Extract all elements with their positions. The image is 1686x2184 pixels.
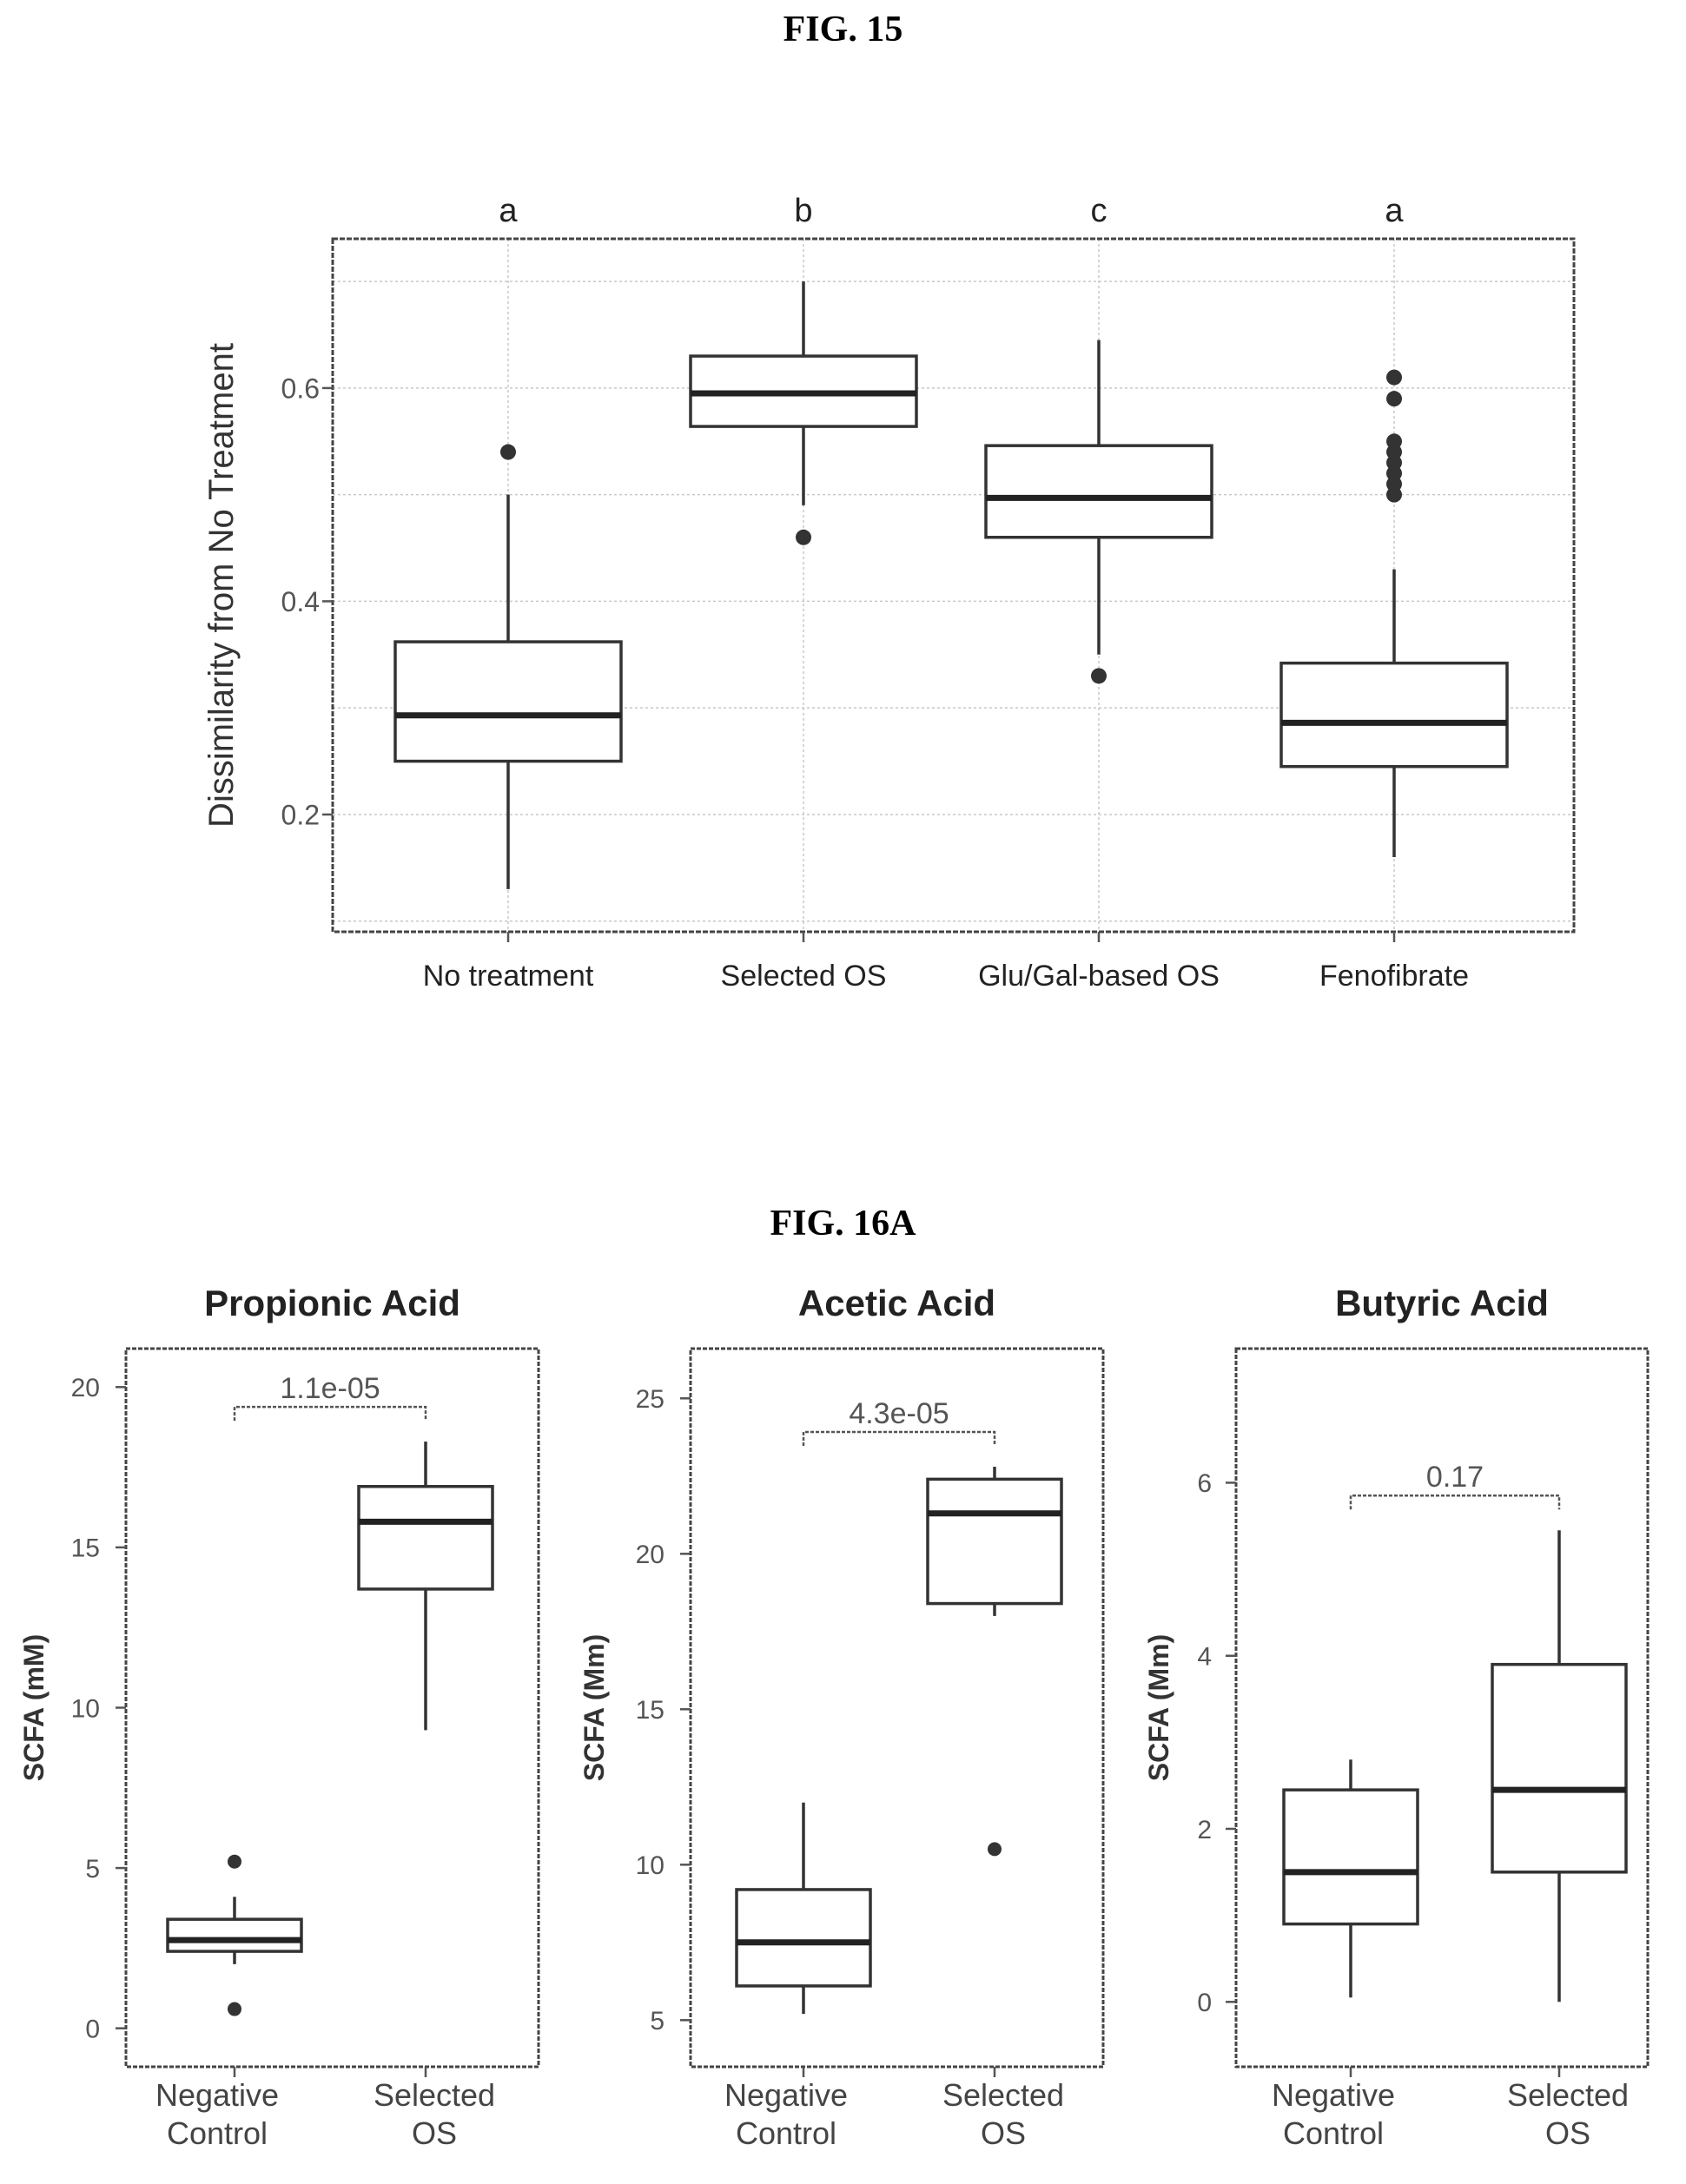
outlier-point: [988, 1842, 1002, 1857]
y-tick-label: 2: [1197, 1816, 1212, 1844]
significance-bracket: [233, 1405, 427, 1422]
y-axis-label: SCFA (Mm): [1143, 1634, 1174, 1781]
y-tick-label: 0.2: [281, 799, 320, 830]
figure-16a-title: FIG. 16A: [770, 1204, 916, 1244]
chart-1: 0.2 0.4 0.6 Dissimilarity from No Treatment…: [202, 193, 1576, 993]
box: [1282, 1788, 1419, 1926]
y-axis-label: SCFA (Mm): [579, 1634, 610, 1781]
group-letter: a: [499, 193, 518, 229]
y-tick-label: 0.6: [281, 373, 320, 404]
box: [393, 640, 623, 763]
x-category-label: Selected: [942, 2077, 1064, 2113]
group-letter: b: [794, 193, 812, 229]
chart-title: Propionic Acid: [204, 1283, 460, 1323]
y-axis-label: SCFA (mM): [18, 1634, 50, 1781]
plot-frame: [124, 1347, 540, 2069]
x-category-label: Selected: [1507, 2077, 1629, 2113]
box: [1491, 1662, 1628, 1874]
y-tick-label: 20: [636, 1541, 664, 1569]
y-tick-label: 5: [85, 1855, 100, 1884]
box: [735, 1888, 872, 1988]
x-category-label: No treatment: [423, 960, 594, 993]
y-tick-label: 10: [71, 1694, 100, 1723]
x-category-label: Control: [167, 2115, 268, 2151]
box: [1279, 661, 1509, 769]
x-category-label: Fenofibrate: [1319, 960, 1469, 993]
plot-frame: [331, 237, 1576, 934]
x-category-label: Glu/Gal-based OS: [978, 960, 1220, 993]
x-category-label: Negative: [724, 2077, 848, 2113]
significance-bracket: [802, 1430, 996, 1447]
figure-15-title: FIG. 15: [783, 10, 903, 49]
outlier-point: [1386, 433, 1402, 450]
box: [984, 444, 1213, 539]
outlier-point: [796, 529, 811, 545]
outlier-point: [500, 444, 516, 460]
outlier-point: [1091, 668, 1107, 684]
x-category-label: Control: [1283, 2115, 1384, 2151]
y-tick-label: 0: [1197, 1989, 1212, 2017]
chart-title: Acetic Acid: [798, 1283, 995, 1323]
chart-4: 0 2 4 6 SCFA (Mm) Butyric Acid NegativeControl…: [1143, 1283, 1650, 2151]
y-tick-label: 15: [71, 1534, 100, 1563]
y-tick-label: 6: [1197, 1469, 1212, 1498]
y-tick-label: 5: [650, 2007, 664, 2036]
y-tick-label: 25: [636, 1385, 664, 1414]
x-category-label: Selected OS: [721, 960, 887, 993]
p-value-label: 4.3e-05: [849, 1397, 949, 1430]
outlier-point: [1386, 391, 1402, 407]
outlier-point: [1386, 369, 1402, 386]
y-axis-label: Dissimilarity from No Treatment: [202, 343, 241, 828]
x-category-label: OS: [981, 2115, 1026, 2151]
group-letter: a: [1385, 193, 1404, 229]
chart-title: Butyric Acid: [1335, 1283, 1549, 1323]
outlier-point: [228, 1854, 241, 1869]
y-tick-label: 10: [636, 1851, 664, 1880]
x-category-label: Selected: [374, 2077, 495, 2113]
p-value-label: 0.17: [1426, 1461, 1484, 1494]
significance-bracket: [1349, 1494, 1561, 1510]
y-tick-label: 4: [1197, 1643, 1212, 1672]
box: [166, 1917, 303, 1953]
chart-3: 5 10 15 20 25 SCFA (Mm) Acetic Acid NegativeCon…: [579, 1283, 1105, 2151]
y-tick-label: 0.4: [281, 586, 320, 617]
plot-frame: [1234, 1347, 1650, 2069]
y-tick-label: 0: [85, 2015, 100, 2043]
y-tick-label: 15: [636, 1696, 664, 1725]
p-value-label: 1.1e-05: [280, 1372, 380, 1405]
group-letter: c: [1091, 193, 1107, 229]
x-category-label: Negative: [155, 2077, 279, 2113]
x-category-label: Control: [736, 2115, 836, 2151]
y-tick-label: 20: [71, 1374, 100, 1402]
box: [357, 1485, 494, 1591]
box: [926, 1477, 1063, 1606]
chart-2: 0 5 10 15 20 SCFA (mM) Propionic Acid NegativeC…: [18, 1283, 540, 2151]
outlier-point: [228, 2002, 241, 2016]
x-category-label: OS: [1545, 2115, 1590, 2151]
x-category-label: Negative: [1272, 2077, 1395, 2113]
x-category-label: OS: [412, 2115, 457, 2151]
